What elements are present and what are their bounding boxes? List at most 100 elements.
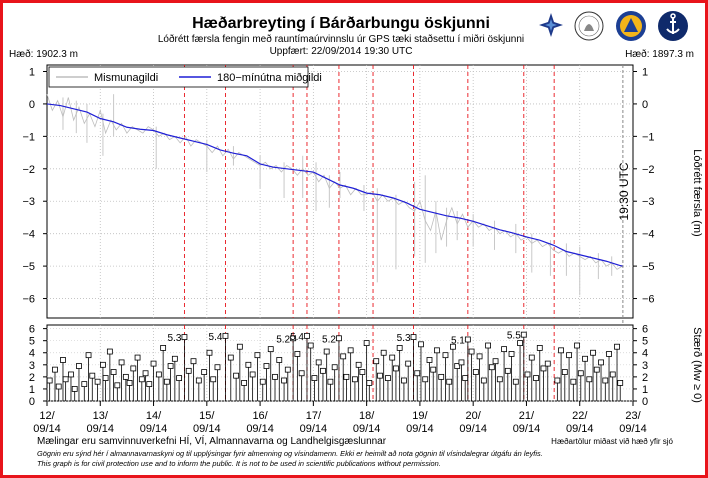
large-event-label: 5.3: [397, 333, 411, 344]
x-tick-label-month: 09/14: [246, 423, 274, 435]
y-tick-label-right: −6: [642, 294, 655, 306]
quake-marker: [488, 364, 495, 371]
y-tick-label: −3: [22, 196, 35, 208]
quake-marker: [492, 358, 499, 365]
quake-marker: [185, 367, 192, 374]
quake-marker: [602, 377, 609, 384]
quake-marker: [106, 348, 113, 355]
quake-marker: [245, 361, 252, 368]
quake-marker: [485, 342, 491, 349]
mag-tick-label: 4: [29, 348, 35, 360]
x-tick-label-day: 20/: [466, 410, 482, 422]
quake-marker: [352, 376, 358, 383]
large-quake-marker: [464, 336, 471, 343]
quake-marker: [590, 349, 596, 356]
quake-marker: [52, 366, 58, 373]
y-tick-label: −1: [22, 131, 35, 143]
quake-marker: [528, 354, 535, 361]
quake-marker: [227, 354, 234, 361]
quake-marker: [476, 353, 483, 360]
quake-marker: [126, 380, 133, 386]
large-event-labels: 5.3 5.4 5.2 5.4 5.2 5.3 5.1 5.5: [168, 331, 522, 347]
left-height-label: Hæð: 1902.3 m: [9, 48, 78, 60]
quake-marker: [142, 370, 149, 377]
quake-marker: [118, 359, 125, 366]
quake-marker: [570, 378, 577, 385]
quake-marker: [298, 370, 305, 377]
quake-marker: [315, 359, 322, 366]
x-tick-label-month: 09/14: [619, 423, 647, 435]
large-event-label: 5.3: [168, 333, 182, 344]
quake-marker: [122, 373, 129, 380]
x-tick-label-day: 14/: [146, 410, 162, 422]
quake-marker: [377, 372, 383, 379]
x-tick-label-month: 09/14: [140, 423, 168, 435]
x-tick-label-day: 19/: [412, 410, 428, 422]
quake-marker: [385, 375, 391, 381]
quake-marker: [276, 357, 283, 363]
y-tick-label: −4: [22, 229, 35, 241]
quake-marker: [422, 376, 429, 383]
large-quake-marker: [222, 332, 229, 339]
quake-marker: [114, 382, 121, 389]
quake-marker: [496, 376, 503, 383]
quake-marker: [284, 366, 291, 373]
y-tick-label-right: 1: [642, 66, 648, 78]
large-quake-marker: [304, 332, 310, 339]
mag-tick-label: 0: [29, 396, 35, 408]
quake-marker: [446, 378, 453, 385]
right-y-axis-ticks: 1 0 −1 −2 −3 −4 −5 −6: [633, 66, 655, 306]
x-axis-ticks: 12/09/1413/09/1414/09/1415/09/1416/09/14…: [33, 401, 647, 435]
quake-marker: [76, 363, 82, 369]
quake-marker: [340, 353, 347, 360]
quake-marker: [233, 372, 240, 379]
quake-marker: [544, 360, 551, 367]
quake-marker: [359, 369, 366, 375]
quake-marker: [130, 365, 137, 372]
quake-marker: [614, 343, 620, 350]
quake-marker: [558, 347, 564, 354]
quake-marker: [472, 369, 479, 375]
quake-marker: [171, 355, 178, 362]
displacement-panel: 19:30 UTC 10−1−2−3−4−5−6 10−1−2−3−4−5−6 …: [22, 64, 703, 401]
quake-marker: [102, 375, 109, 381]
mag-tick-label-right: 2: [642, 372, 648, 384]
quake-marker: [540, 365, 547, 372]
quake-marker: [68, 371, 74, 378]
quake-marker: [458, 359, 465, 366]
quake-marker: [267, 346, 274, 353]
quake-marker: [593, 366, 600, 373]
x-tick-label-day: 18/: [359, 410, 375, 422]
large-event-label: 5.4: [209, 332, 223, 343]
quake-marker: [380, 349, 387, 356]
quake-marker: [512, 378, 519, 385]
quake-marker: [504, 367, 511, 374]
left-y-axis-ticks: 1 0 −1 −2 −3 −4 −5 −6: [22, 66, 47, 306]
y-tick-label-right: −2: [642, 164, 655, 176]
quake-marker: [561, 369, 568, 375]
x-tick-label-day: 15/: [199, 410, 215, 422]
quake-marker: [263, 363, 270, 369]
quake-marker: [355, 361, 362, 368]
y-tick-label-right: 0: [642, 99, 648, 111]
quake-marker: [55, 383, 62, 390]
quake-marker: [517, 340, 523, 346]
quake-marker: [366, 380, 373, 386]
x-tick-label-month: 09/14: [193, 423, 221, 435]
x-tick-label-day: 23/: [625, 410, 641, 422]
quake-marker: [241, 380, 248, 386]
chart-canvas: Hæðarbreyting í Bárðarbungu öskjunni Lóð…: [9, 11, 703, 468]
quake-marker: [190, 358, 197, 365]
mag-tick-label-right: 3: [642, 360, 648, 372]
quake-marker: [254, 352, 261, 359]
quake-marker: [320, 367, 326, 374]
quake-marker: [363, 340, 370, 346]
x-tick-label-month: 09/14: [300, 423, 328, 435]
haskoli-islands-seal: [574, 11, 604, 41]
quake-marker: [582, 355, 588, 362]
quake-marker: [414, 370, 421, 377]
x-tick-label-day: 12/: [39, 410, 55, 422]
y-tick-label-right: −5: [642, 261, 655, 273]
large-event-label: 5.5: [507, 331, 521, 342]
quake-marker: [536, 345, 543, 351]
